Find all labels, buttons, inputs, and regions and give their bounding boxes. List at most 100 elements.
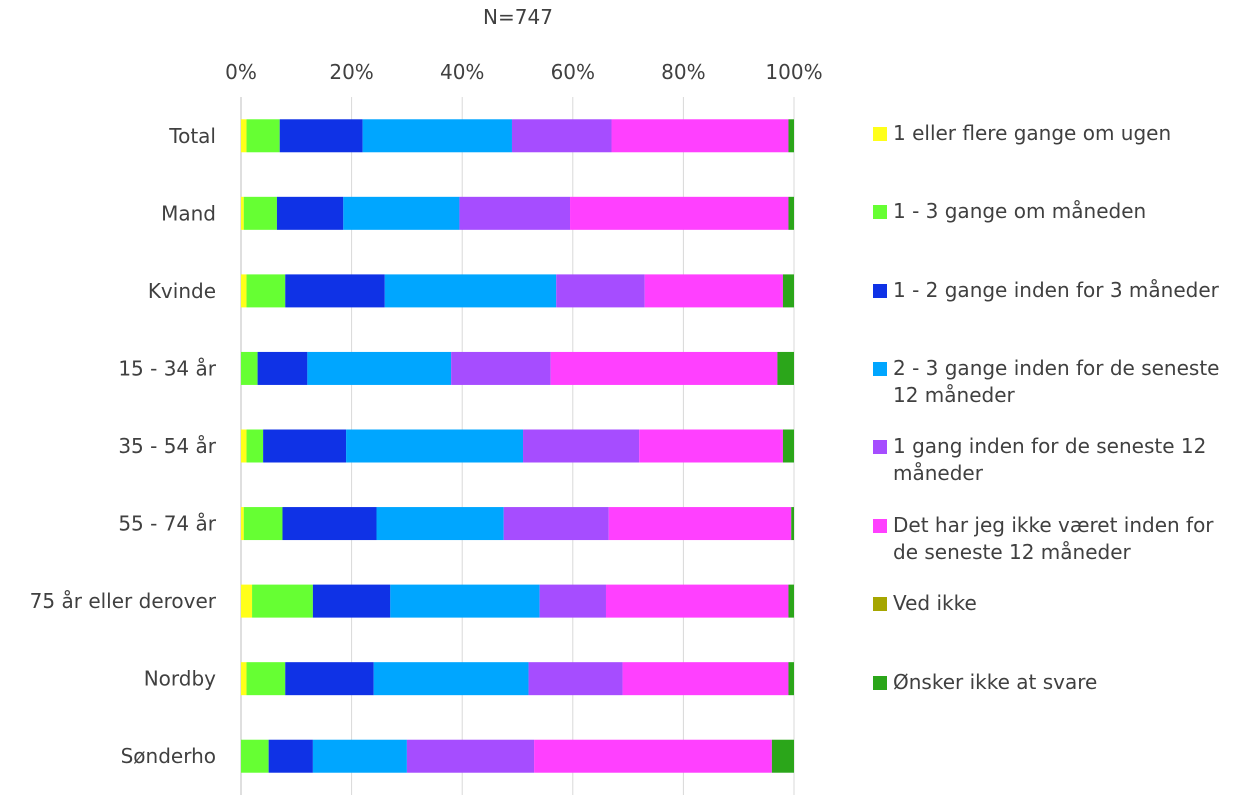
legend-label: 1 gang inden for de seneste 12 måneder bbox=[893, 434, 1207, 485]
bar-segment bbox=[241, 119, 247, 153]
bar-segment bbox=[285, 662, 374, 696]
legend-swatch bbox=[873, 519, 887, 533]
bar-segment bbox=[451, 351, 551, 385]
bar-segment bbox=[788, 584, 794, 618]
legend-swatch bbox=[873, 284, 887, 298]
bar-segment bbox=[263, 429, 347, 463]
bar-segment bbox=[241, 196, 244, 230]
bar-segment bbox=[246, 119, 280, 153]
legend-label: 1 - 3 gange om måneden bbox=[893, 199, 1147, 223]
bar-segment bbox=[252, 584, 313, 618]
bar-segment bbox=[611, 119, 789, 153]
bar-segment bbox=[777, 351, 794, 385]
category-labels: Total Mand Kvinde 15 - 34 år 35 - 54 år 55 - … bbox=[30, 124, 217, 768]
bar-segment bbox=[241, 274, 247, 308]
bar-segment bbox=[241, 429, 247, 463]
x-axis-tick-labels: 0% 20% 40% 60% 80% 100% bbox=[225, 60, 822, 84]
bar-segment bbox=[771, 739, 794, 773]
legend-item: 1 - 3 gange om måneden bbox=[873, 198, 1146, 225]
bar-segment bbox=[257, 351, 308, 385]
bar-segment bbox=[556, 274, 645, 308]
category-label: Sønderho bbox=[121, 744, 216, 768]
legend-item: Ønsker ikke at svare bbox=[873, 669, 1097, 696]
bar-segment bbox=[241, 507, 244, 541]
category-label: 35 - 54 år bbox=[118, 434, 216, 458]
bar-segment bbox=[406, 739, 535, 773]
bar-segment bbox=[276, 196, 344, 230]
bar-segment bbox=[511, 119, 612, 153]
legend-swatch bbox=[873, 440, 887, 454]
bar-segment bbox=[788, 196, 794, 230]
legend-swatch bbox=[873, 362, 887, 376]
bar-segment bbox=[523, 429, 640, 463]
bar-segment bbox=[307, 351, 452, 385]
bar-segment bbox=[534, 739, 772, 773]
bar-segment bbox=[243, 196, 277, 230]
bar-segment bbox=[608, 507, 792, 541]
bar-segment bbox=[384, 274, 557, 308]
category-label: 75 år eller derover bbox=[30, 589, 217, 613]
category-label: 15 - 34 år bbox=[118, 356, 216, 380]
legend-item: 2 - 3 gange inden for de seneste 12 måne… bbox=[873, 355, 1243, 409]
bar-segment bbox=[639, 429, 783, 463]
category-label: Mand bbox=[161, 201, 216, 225]
legend-label: 1 eller flere gange om ugen bbox=[893, 121, 1172, 145]
bar-segment bbox=[570, 196, 789, 230]
bar-segment bbox=[246, 429, 264, 463]
legend-label: Ønsker ikke at svare bbox=[893, 670, 1098, 694]
bar-segment bbox=[390, 584, 540, 618]
bar-segment bbox=[285, 274, 385, 308]
legend-label: Det har jeg ikke været inden for de sene… bbox=[893, 513, 1214, 564]
bar-segment bbox=[622, 662, 789, 696]
x-tick-label: 80% bbox=[661, 60, 705, 84]
category-label: 55 - 74 år bbox=[118, 512, 216, 536]
bar-segment bbox=[605, 584, 789, 618]
legend-item: Ved ikke bbox=[873, 590, 977, 617]
bar-segment bbox=[282, 507, 377, 541]
bar-segment bbox=[459, 196, 571, 230]
bars bbox=[241, 119, 795, 773]
bar-segment bbox=[791, 507, 795, 541]
bar-segment bbox=[539, 584, 606, 618]
category-label: Kvinde bbox=[148, 279, 216, 303]
x-tick-label: 60% bbox=[551, 60, 595, 84]
bar-segment bbox=[241, 739, 269, 773]
legend-label: Ved ikke bbox=[893, 591, 977, 615]
legend-label: 1 - 2 gange inden for 3 måneder bbox=[893, 278, 1219, 302]
bar-segment bbox=[241, 584, 253, 618]
bar-segment bbox=[279, 119, 363, 153]
bar-segment bbox=[503, 507, 609, 541]
chart-title: N=747 bbox=[483, 5, 553, 29]
x-tick-label: 100% bbox=[765, 60, 822, 84]
legend-item: Det har jeg ikke været inden for de sene… bbox=[873, 512, 1243, 566]
bar-segment bbox=[241, 351, 258, 385]
bar-segment bbox=[268, 739, 313, 773]
category-label: Total bbox=[168, 124, 216, 148]
bar-segment bbox=[788, 119, 794, 153]
bar-segment bbox=[644, 274, 783, 308]
bar-segment bbox=[550, 351, 778, 385]
category-label: Nordby bbox=[144, 667, 216, 691]
bar-segment bbox=[312, 584, 391, 618]
legend-item: 1 - 2 gange inden for 3 måneder bbox=[873, 277, 1219, 304]
legend-swatch bbox=[873, 127, 887, 141]
bar-segment bbox=[246, 274, 286, 308]
bar-segment bbox=[246, 662, 286, 696]
legend-swatch bbox=[873, 205, 887, 219]
bar-segment bbox=[312, 739, 407, 773]
bar-segment bbox=[782, 429, 794, 463]
legend-item: 1 eller flere gange om ugen bbox=[873, 120, 1171, 147]
bar-segment bbox=[373, 662, 529, 696]
x-tick-label: 40% bbox=[440, 60, 484, 84]
legend-item: 1 gang inden for de seneste 12 måneder bbox=[873, 433, 1243, 487]
bar-segment bbox=[241, 662, 247, 696]
bar-segment bbox=[362, 119, 512, 153]
legend-swatch bbox=[873, 676, 887, 690]
bar-segment bbox=[528, 662, 623, 696]
x-tick-label: 20% bbox=[329, 60, 373, 84]
bar-segment bbox=[788, 662, 794, 696]
bar-segment bbox=[343, 196, 460, 230]
bar-segment bbox=[782, 274, 794, 308]
legend-swatch bbox=[873, 597, 887, 611]
